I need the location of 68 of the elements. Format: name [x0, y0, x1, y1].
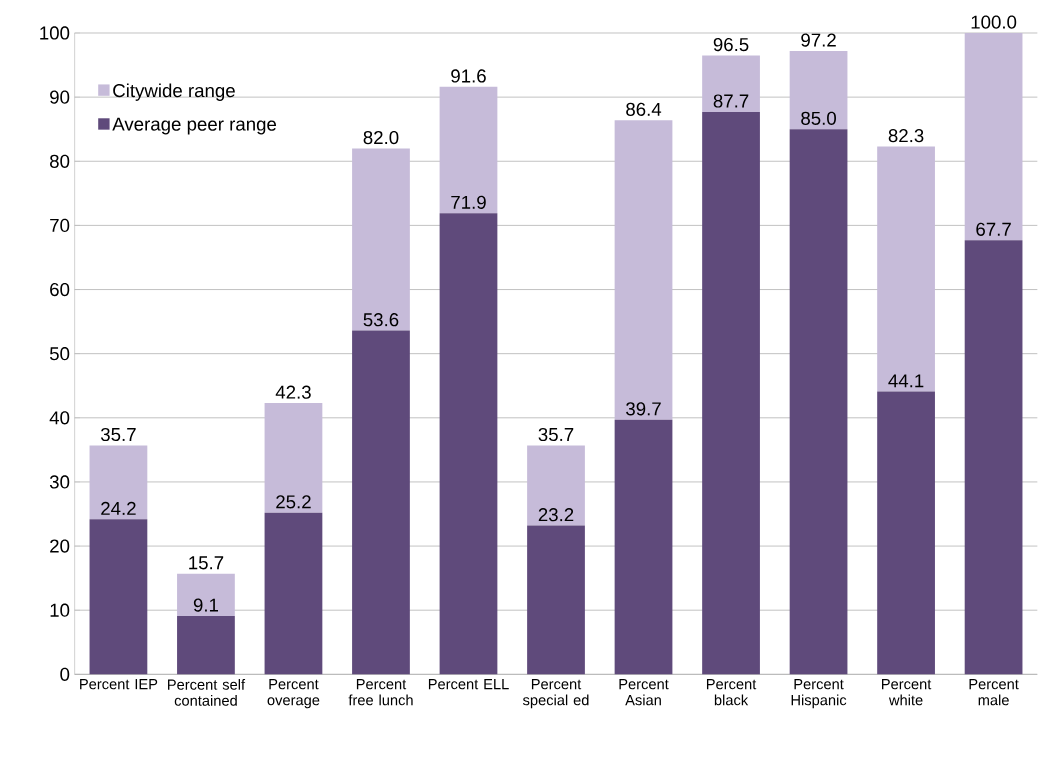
data-label: 87.7 [713, 94, 749, 108]
bar [789, 50, 848, 130]
x-tick-label: Percent Asian [619, 679, 669, 706]
bar [89, 445, 148, 520]
bar [177, 573, 235, 616]
y-tick-label: 0 [60, 667, 70, 681]
y-tick-label: 20 [50, 539, 70, 553]
total-label: 86.4 [626, 102, 662, 116]
bar [527, 445, 585, 526]
bar [964, 240, 1023, 675]
data-label: 71.9 [451, 195, 486, 209]
y-tick-label: 100 [40, 26, 70, 40]
data-label: 53.6 [363, 313, 399, 327]
bar [702, 111, 760, 675]
data-label: 9.1 [193, 598, 219, 612]
total-label: 82.0 [363, 130, 399, 145]
y-tick-label: 30 [49, 475, 70, 489]
total-label: 100.0 [971, 15, 1017, 29]
data-label: 39.7 [626, 402, 661, 416]
bar [527, 525, 585, 675]
bar [352, 330, 410, 675]
y-tick-label: 50 [49, 347, 70, 361]
bar [264, 403, 323, 513]
bar [702, 55, 760, 112]
bar [789, 129, 848, 675]
total-label: 96.5 [713, 37, 749, 52]
data-label: 85.0 [801, 111, 836, 125]
bar [877, 146, 935, 392]
x-tick-label: Percent self contained [168, 679, 246, 706]
bar [264, 512, 323, 675]
x-tick-label: Percent Hispanic [791, 679, 847, 709]
y-tick-label: 80 [50, 154, 70, 168]
x-tick-label: Percent male [969, 679, 1019, 706]
bar [964, 33, 1023, 241]
total-label: 15.7 [189, 556, 224, 570]
total-label: 91.6 [451, 69, 486, 83]
data-label: 25.2 [276, 495, 311, 509]
total-label: 42.3 [275, 385, 311, 399]
bar [877, 391, 935, 675]
total-label: 82.3 [888, 129, 924, 143]
bar [89, 519, 148, 675]
total-label: 35.7 [538, 427, 574, 442]
x-tick-label: Percent special ed [523, 679, 589, 709]
data-label: 24.2 [101, 501, 136, 515]
y-tick-label: 40 [49, 411, 70, 425]
bar [439, 213, 498, 675]
data-label: 23.2 [538, 508, 574, 522]
y-tick-label: 60 [50, 282, 70, 297]
data-label: 67.7 [976, 222, 1011, 236]
total-label: 97.2 [801, 33, 836, 47]
y-tick-label: 90 [50, 90, 70, 104]
bar [177, 615, 235, 675]
bar [352, 148, 410, 331]
total-label: 35.7 [100, 427, 136, 442]
x-tick-label: Percent black [706, 679, 757, 706]
x-tick-label: Percent IEP [80, 679, 158, 690]
legend-label: Citywide range [113, 83, 235, 101]
bar [439, 86, 498, 214]
x-tick-label: Percent overage [267, 679, 320, 709]
data-label: 44.1 [888, 374, 924, 388]
legend-label: Average peer range [112, 117, 277, 135]
bar [614, 120, 673, 420]
y-tick-label: 70 [50, 218, 70, 233]
x-tick-label: Percent white [882, 679, 932, 706]
bar [614, 419, 673, 675]
x-tick-label: Percent ELL [428, 679, 509, 690]
y-tick-label: 10 [50, 603, 70, 617]
x-tick-label: Percent free lunch [348, 679, 413, 706]
